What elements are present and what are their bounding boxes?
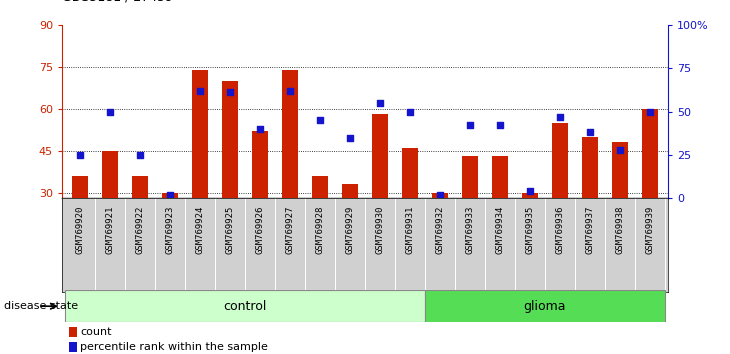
Bar [642,109,658,198]
Text: percentile rank within the sample: percentile rank within the sample [80,342,268,352]
Point [134,152,146,158]
Text: GSM769922: GSM769922 [136,206,145,254]
Point [164,192,176,198]
Text: GSM769932: GSM769932 [436,206,445,254]
Point [524,188,536,194]
Text: GSM769939: GSM769939 [645,206,655,254]
Point [104,109,116,114]
Bar [132,176,148,198]
Text: GSM769928: GSM769928 [315,206,325,254]
Bar [69,342,77,353]
Bar [492,156,508,198]
Point [644,109,656,114]
Point [494,122,506,128]
Text: GSM769929: GSM769929 [345,206,355,254]
Point [344,135,356,140]
Bar [162,193,178,198]
Point [374,100,386,105]
Bar [552,123,568,198]
Text: GSM769935: GSM769935 [526,206,534,254]
Bar [252,131,268,198]
Bar [282,69,299,198]
Text: GSM769937: GSM769937 [585,206,594,254]
Bar [372,114,388,198]
Text: glioma: glioma [523,300,566,313]
Text: GSM769930: GSM769930 [375,206,385,254]
Point [554,114,566,120]
Point [464,122,476,128]
Text: GSM769923: GSM769923 [166,206,174,254]
Bar [522,193,538,198]
Point [254,126,266,132]
Bar [342,184,358,198]
Text: GSM769938: GSM769938 [615,206,624,254]
Text: GSM769920: GSM769920 [75,206,85,254]
Point [284,88,296,93]
Bar [222,81,238,198]
FancyBboxPatch shape [425,290,665,322]
Point [194,88,206,93]
Text: disease state: disease state [4,301,78,311]
Bar [582,137,598,198]
Text: GSM769936: GSM769936 [556,206,564,254]
Bar [312,176,328,198]
Bar [192,69,208,198]
Bar [431,193,448,198]
Point [434,192,446,198]
Text: GSM769925: GSM769925 [226,206,234,254]
Bar [402,148,418,198]
Text: control: control [223,300,266,313]
Point [314,118,326,123]
Bar [462,156,478,198]
Text: GDS5181 / 27459: GDS5181 / 27459 [62,0,173,3]
Bar [69,327,77,337]
FancyBboxPatch shape [65,290,425,322]
Text: GSM769933: GSM769933 [466,206,474,254]
Point [584,130,596,135]
Text: GSM769934: GSM769934 [496,206,504,254]
Text: GSM769927: GSM769927 [285,206,294,254]
Text: GSM769921: GSM769921 [106,206,115,254]
Text: count: count [80,327,112,337]
Point [614,147,626,153]
Text: GSM769931: GSM769931 [405,206,415,254]
Bar [101,151,118,198]
Point [74,152,86,158]
Bar [72,176,88,198]
Text: GSM769926: GSM769926 [255,206,264,254]
Bar [612,142,629,198]
Point [224,90,236,95]
Text: GSM769924: GSM769924 [196,206,204,254]
Point [404,109,416,114]
